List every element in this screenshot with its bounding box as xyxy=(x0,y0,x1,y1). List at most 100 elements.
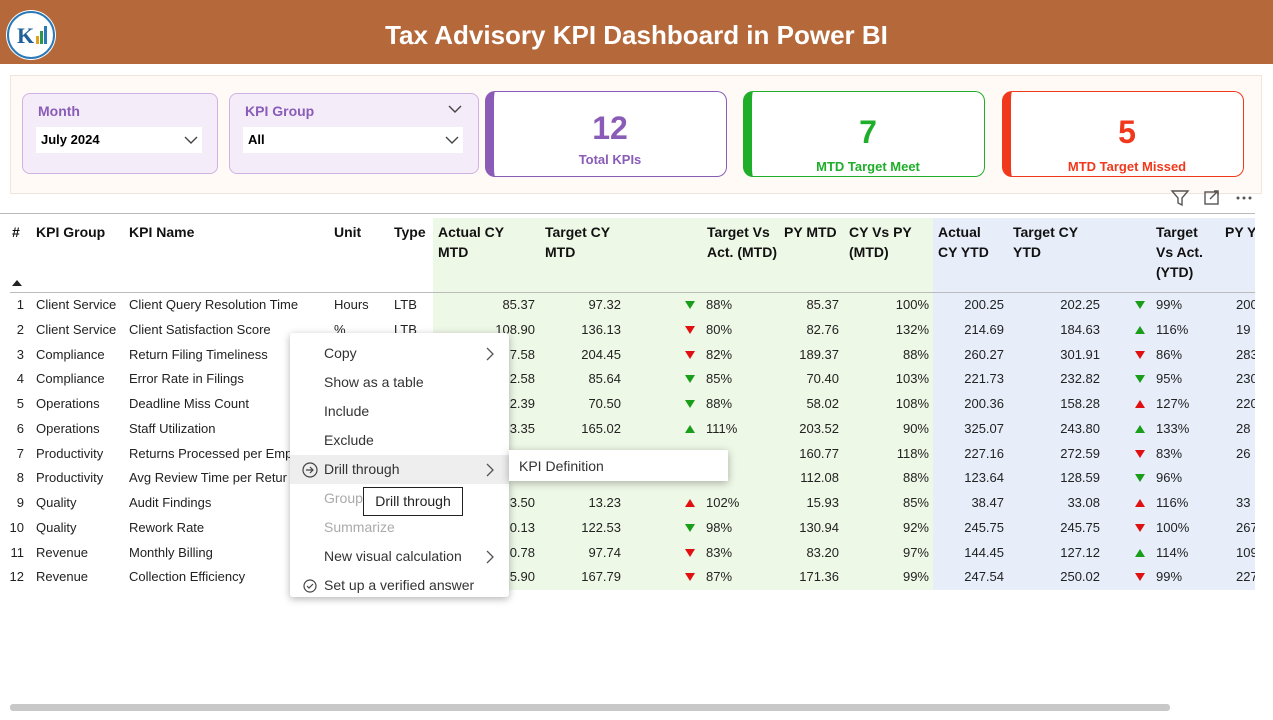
menu-item: Group xyxy=(324,490,363,506)
table-cell: 108% xyxy=(895,396,929,411)
column-header[interactable]: Target CY MTD xyxy=(545,224,610,260)
table-cell: 3.50 xyxy=(509,495,535,510)
table-cell: 83% xyxy=(1156,445,1183,461)
slicer[interactable]: KPI Group All xyxy=(229,93,479,174)
table-cell: 203.52 xyxy=(799,420,839,436)
visual-header-icons[interactable] xyxy=(1168,187,1258,209)
slicer-dropdown[interactable]: July 2024 xyxy=(36,127,202,153)
column-header[interactable]: Target Vs Act. (MTD) xyxy=(707,224,777,260)
ytd-band xyxy=(933,218,1255,590)
column-header[interactable]: PY MTD xyxy=(784,224,837,240)
tooltip: Drill through xyxy=(363,487,463,516)
menu-item[interactable]: Include xyxy=(324,403,370,419)
table-cell: 127.12 xyxy=(1060,544,1100,560)
column-header[interactable]: Unit xyxy=(334,224,362,240)
column-header[interactable]: Actual CY MTD xyxy=(438,224,504,260)
table-cell: 88% xyxy=(706,297,733,312)
table-cell: Compliance xyxy=(36,371,105,387)
table-cell: 85.37 xyxy=(502,297,535,312)
table-border xyxy=(0,213,1255,214)
sort-arrow[interactable] xyxy=(12,279,22,287)
table-cell: 184.63 xyxy=(1060,321,1100,337)
column-header[interactable]: Target Vs Act. (YTD) xyxy=(1156,224,1203,280)
chevron xyxy=(184,136,198,144)
table-cell: 112.08 xyxy=(800,470,839,486)
table-cell: 227 xyxy=(1236,569,1255,585)
table-cell: 85.64 xyxy=(588,371,621,387)
card-label: MTD Target Missed xyxy=(1067,159,1187,174)
column-header[interactable]: PY Y xyxy=(1225,224,1255,240)
scrollbar[interactable] xyxy=(10,704,1170,711)
table-cell: 97.74 xyxy=(588,544,621,560)
table-cell: 267 xyxy=(1236,519,1255,535)
menu-item[interactable]: Drill through xyxy=(324,461,400,477)
column-header[interactable]: KPI Name xyxy=(129,224,195,240)
table-cell: 109 xyxy=(1236,544,1255,560)
status-icon xyxy=(1135,573,1145,582)
table-cell: 160.77 xyxy=(799,445,839,461)
table-cell: Client Service xyxy=(36,297,117,312)
table-cell: 165.02 xyxy=(581,420,621,436)
status-icon xyxy=(1135,350,1145,359)
table-cell: 95% xyxy=(1156,371,1183,387)
kpi-table[interactable]: # KPI Group KPI Name Unit Type Actual CY MTD T… xyxy=(0,213,1255,703)
status-icon xyxy=(1135,375,1145,384)
table-cell: 132% xyxy=(895,321,929,337)
submenu-item[interactable]: KPI Definition xyxy=(519,458,604,474)
submenu-arrow xyxy=(486,347,494,361)
table-cell: 1 xyxy=(16,297,24,312)
table-cell: 15.93 xyxy=(806,495,839,510)
table-cell: 98% xyxy=(706,519,733,535)
table-cell: 158.28 xyxy=(1060,396,1100,411)
status-icon xyxy=(685,325,695,334)
status-icon xyxy=(1135,301,1145,309)
status-icon xyxy=(685,424,695,433)
column-header[interactable]: # xyxy=(12,224,20,240)
slicer-label: Month xyxy=(38,103,80,119)
status-icon xyxy=(685,523,695,532)
table-cell: 8 xyxy=(16,470,24,486)
table-cell: 4 xyxy=(16,371,24,387)
menu-item[interactable]: Show as a table xyxy=(324,374,424,390)
table-cell: 100% xyxy=(1156,519,1190,535)
table-cell: 200 xyxy=(1236,297,1255,312)
column-header[interactable]: Type xyxy=(394,224,426,240)
column-header[interactable]: KPI Group xyxy=(36,224,106,240)
table-cell: 200.25 xyxy=(964,297,1004,312)
slicer-dropdown[interactable]: All xyxy=(243,127,463,153)
column-header[interactable]: Target CY YTD xyxy=(1013,224,1078,260)
dashboard-title: Tax Advisory KPI Dashboard in Power BI xyxy=(385,20,888,50)
table-cell: 243.80 xyxy=(1060,420,1100,436)
table-cell: 26 xyxy=(1236,445,1251,461)
menu-item[interactable]: Exclude xyxy=(324,432,374,448)
table-cell: 83.20 xyxy=(806,544,839,560)
card-value: 12 xyxy=(592,110,628,146)
table-cell: 33 xyxy=(1236,495,1251,510)
table-cell: 0.13 xyxy=(509,519,535,535)
menu-highlight xyxy=(290,455,509,484)
table-cell: 99% xyxy=(902,569,929,585)
table-cell: 5.90 xyxy=(509,569,535,585)
menu-item[interactable]: Set up a verified answer xyxy=(324,577,475,593)
table-cell: 116% xyxy=(1156,495,1189,510)
table-cell: 245.75 xyxy=(964,519,1004,535)
table-cell: 0.78 xyxy=(509,544,535,560)
column-header[interactable]: Actual CY YTD xyxy=(938,224,989,260)
header-bar xyxy=(0,0,1273,64)
table-cell: LTB xyxy=(394,297,417,312)
table-cell: 12 xyxy=(9,569,24,585)
table-cell: Rework Rate xyxy=(129,519,205,535)
table-cell: 19 xyxy=(1236,321,1251,337)
status-icon xyxy=(685,301,695,309)
slicer[interactable]: Month July 2024 xyxy=(22,93,218,174)
table-cell: 11 xyxy=(10,544,25,560)
menu-item[interactable]: Copy xyxy=(324,345,357,361)
table-cell: 87% xyxy=(706,569,733,585)
table-cell: 38.47 xyxy=(971,495,1004,510)
table-cell: 3 xyxy=(16,346,24,362)
table-cell: Avg Review Time per Retur xyxy=(129,470,287,486)
table-cell: Client Satisfaction Score xyxy=(129,321,271,337)
table-cell: Quality xyxy=(36,519,77,535)
menu-item[interactable]: New visual calculation xyxy=(324,548,462,564)
column-header[interactable]: CY Vs PY (MTD) xyxy=(849,224,912,260)
